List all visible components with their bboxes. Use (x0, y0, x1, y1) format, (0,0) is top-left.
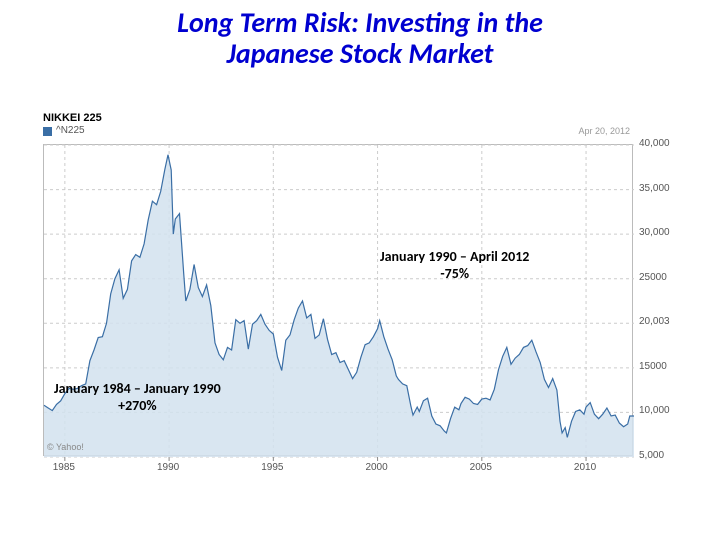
chart-container: NIKKEI 225 ^N225 Apr 20, 2012 40,000 35,0… (40, 112, 688, 512)
chart-date-caption: Apr 20, 2012 (578, 126, 630, 136)
xaxis-tick-label: 2000 (362, 462, 392, 473)
legend-swatch (43, 127, 52, 136)
title-line-1: Long Term Risk: Investing in the (177, 5, 543, 40)
chart-index-label: NIKKEI 225 (43, 112, 102, 124)
annotation-line-1: January 1984 – January 1990 (54, 380, 221, 397)
annotation-callout: January 1984 – January 1990+270% (54, 380, 221, 414)
xaxis-tick-label: 1995 (257, 462, 287, 473)
yaxis-tick-label: 15000 (639, 361, 667, 372)
yaxis-tick-label: 10,000 (639, 405, 670, 416)
title-line-2: Japanese Stock Market (227, 36, 494, 71)
yaxis-tick-label: 35,000 (639, 183, 670, 194)
slide-title: Long Term Risk: Investing in the Japanes… (0, 8, 720, 70)
annotation-line-2: -75% (380, 265, 529, 282)
xaxis-tick-label: 2005 (466, 462, 496, 473)
yaxis-tick-label: 25000 (639, 272, 667, 283)
legend-ticker: ^N225 (56, 125, 85, 136)
annotation-line-1: January 1990 – April 2012 (380, 248, 529, 265)
yaxis-tick-label: 30,000 (639, 227, 670, 238)
yaxis-tick-label: 20,003 (639, 316, 670, 327)
annotation-callout: January 1990 – April 2012-75% (380, 248, 529, 282)
annotation-line-2: +270% (54, 397, 221, 414)
yaxis-tick-label: 5,000 (639, 450, 664, 461)
xaxis-tick-label: 2010 (570, 462, 600, 473)
chart-copyright: © Yahoo! (47, 442, 84, 452)
xaxis-tick-label: 1985 (49, 462, 79, 473)
yaxis-tick-label: 40,000 (639, 138, 670, 149)
xaxis-tick-label: 1990 (153, 462, 183, 473)
